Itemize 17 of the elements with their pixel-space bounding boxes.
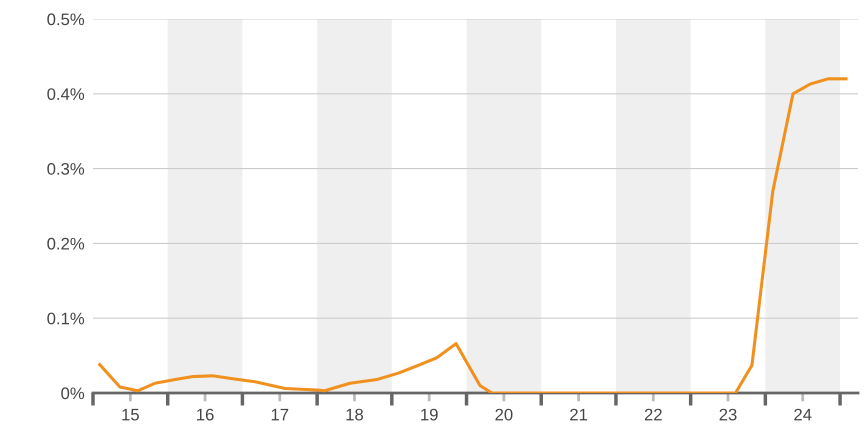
x-tick-label: 18 [346, 408, 364, 421]
y-tick-label: 0% [61, 387, 84, 400]
x-tick-label: 22 [644, 408, 662, 420]
x-tick-label: 21 [570, 408, 588, 420]
x-tick-label: 19 [421, 408, 438, 421]
y-tick-label: 0.4% [47, 88, 84, 100]
y-tick-label: 0.1% [47, 312, 84, 324]
line-series [98, 77, 848, 393]
x-tick-label: 15 [122, 408, 139, 421]
x-tick-label: 16 [197, 408, 214, 421]
y-tick-label: 0.5% [47, 13, 84, 26]
y-tick-label: 0.3% [47, 163, 84, 175]
x-tick-label: 17 [272, 408, 288, 420]
y-tick-label: 0.2% [47, 238, 84, 250]
x-tick-label: 23 [720, 408, 737, 421]
x-tick-label: 20 [495, 408, 513, 421]
x-tick-label: 24 [794, 408, 812, 420]
